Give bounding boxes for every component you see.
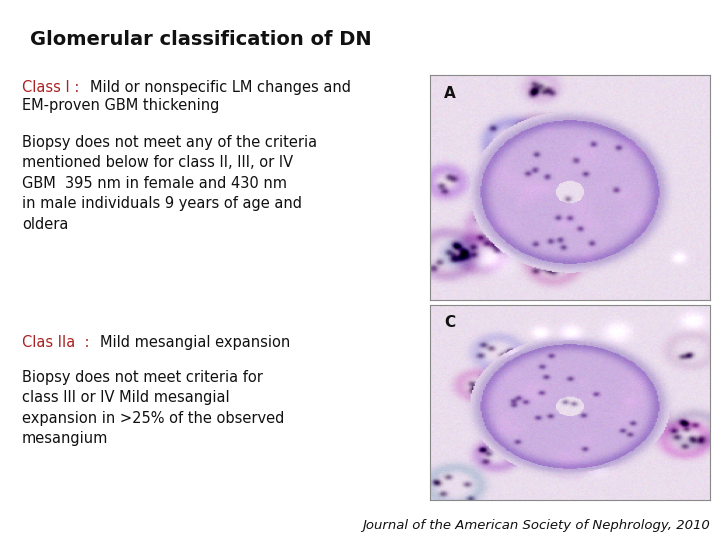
- Text: Journal of the American Society of Nephrology, 2010: Journal of the American Society of Nephr…: [362, 519, 710, 532]
- Text: Biopsy does not meet criteria for
class III or IV Mild mesangial
expansion in >2: Biopsy does not meet criteria for class …: [22, 370, 284, 446]
- Text: Mild mesangial expansion: Mild mesangial expansion: [100, 335, 290, 350]
- Text: Mild or nonspecific LM changes and: Mild or nonspecific LM changes and: [90, 80, 351, 95]
- Text: EM-proven GBM thickening: EM-proven GBM thickening: [22, 98, 220, 113]
- Text: Biopsy does not meet any of the criteria
mentioned below for class II, III, or I: Biopsy does not meet any of the criteria…: [22, 135, 317, 232]
- Text: Class I :: Class I :: [22, 80, 84, 95]
- Text: Clas IIa  :: Clas IIa :: [22, 335, 94, 350]
- Text: Glomerular classification of DN: Glomerular classification of DN: [30, 30, 372, 49]
